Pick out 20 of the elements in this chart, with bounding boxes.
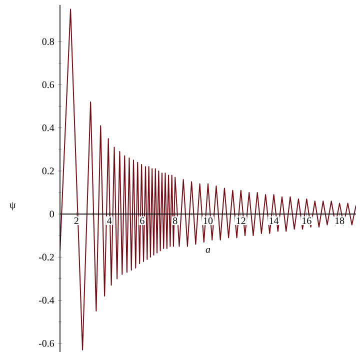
x-tick-label: 12 bbox=[236, 217, 246, 224]
y-tick-label: -0.6 bbox=[38, 340, 54, 347]
x-tick-label: 2 bbox=[74, 217, 78, 224]
y-tick-label: 0.2 bbox=[42, 168, 54, 174]
y-axis-title: ψ bbox=[10, 202, 16, 210]
x-tick-label: 4 bbox=[107, 217, 112, 224]
y-tick-label: 0.4 bbox=[42, 124, 54, 132]
y-tick-label: -0.4 bbox=[38, 296, 54, 304]
x-tick-label: 8 bbox=[172, 217, 178, 224]
y-tick-label: -0.2 bbox=[38, 254, 54, 261]
y-tick-label: 0 bbox=[50, 210, 54, 218]
x-tick-label: 10 bbox=[204, 217, 213, 224]
x-tick-label: 6 bbox=[140, 217, 144, 224]
x-axis-title: a bbox=[206, 248, 210, 253]
x-tick-label: 18 bbox=[335, 217, 344, 224]
y-tick-label: 0.6 bbox=[42, 81, 54, 88]
line-series bbox=[60, 8, 356, 350]
x-tick-label: 16 bbox=[302, 217, 312, 224]
y-tick-label: 0.8 bbox=[42, 38, 54, 46]
x-tick-label: 14 bbox=[270, 217, 279, 224]
